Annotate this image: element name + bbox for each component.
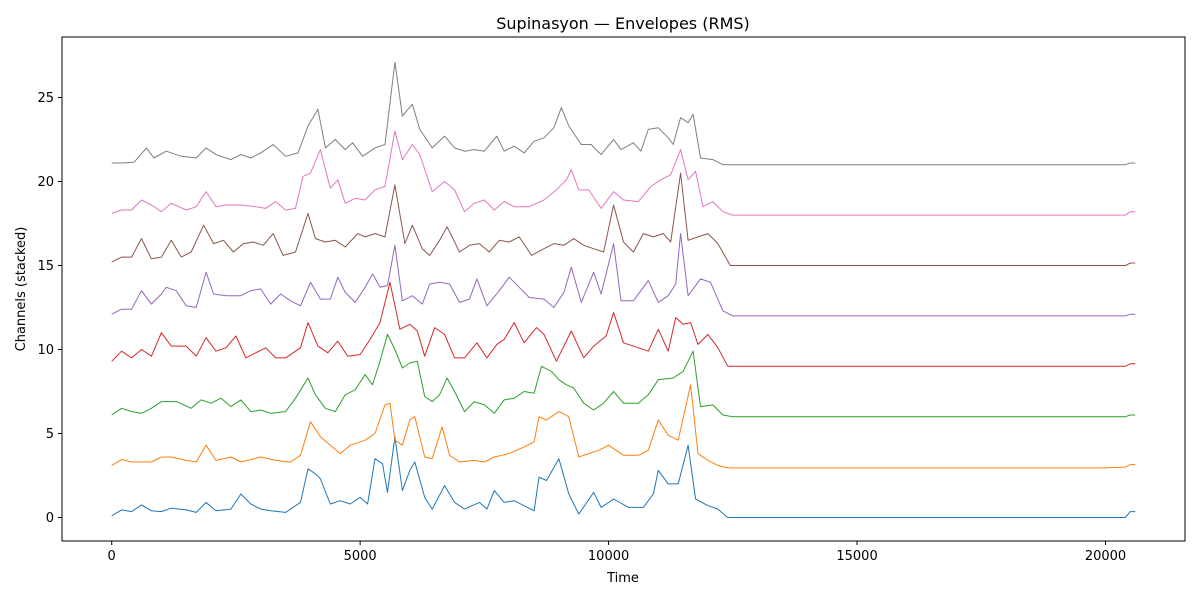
plot-background <box>62 37 1185 541</box>
y-tick-label: 15 <box>37 259 54 274</box>
y-axis: 0 5 10 15 20 25 <box>37 91 62 526</box>
plot-area <box>61 36 1186 542</box>
chart-title: Supinasyon — Envelopes (RMS) <box>496 14 750 33</box>
x-tick-label: 20000 <box>1085 549 1126 564</box>
x-tick-label: 15000 <box>836 549 877 564</box>
y-axis-label: Channels (stacked) <box>14 227 29 352</box>
series-line-2 <box>111 384 1136 469</box>
series-layer <box>111 61 1136 518</box>
y-tick-label: 5 <box>46 427 54 442</box>
series-line-1 <box>111 436 1136 518</box>
y-tick-label: 20 <box>37 175 54 190</box>
series-line-6 <box>111 172 1136 266</box>
x-axis-label: Time <box>606 571 639 586</box>
series-line-4 <box>111 281 1136 367</box>
y-tick-label: 10 <box>37 343 54 358</box>
x-tick-label: 10000 <box>588 549 629 564</box>
plot-frame <box>61 36 1186 542</box>
x-tick-label: 5000 <box>344 549 377 564</box>
series-line-8 <box>111 61 1136 166</box>
y-tick-label: 25 <box>37 91 54 106</box>
x-axis: 0 5000 10000 15000 20000 <box>108 541 1126 564</box>
series-line-7 <box>111 130 1136 216</box>
series-line-5 <box>111 233 1136 317</box>
x-tick-label: 0 <box>108 549 116 564</box>
series-line-3 <box>111 333 1136 418</box>
y-tick-label: 0 <box>46 511 54 526</box>
